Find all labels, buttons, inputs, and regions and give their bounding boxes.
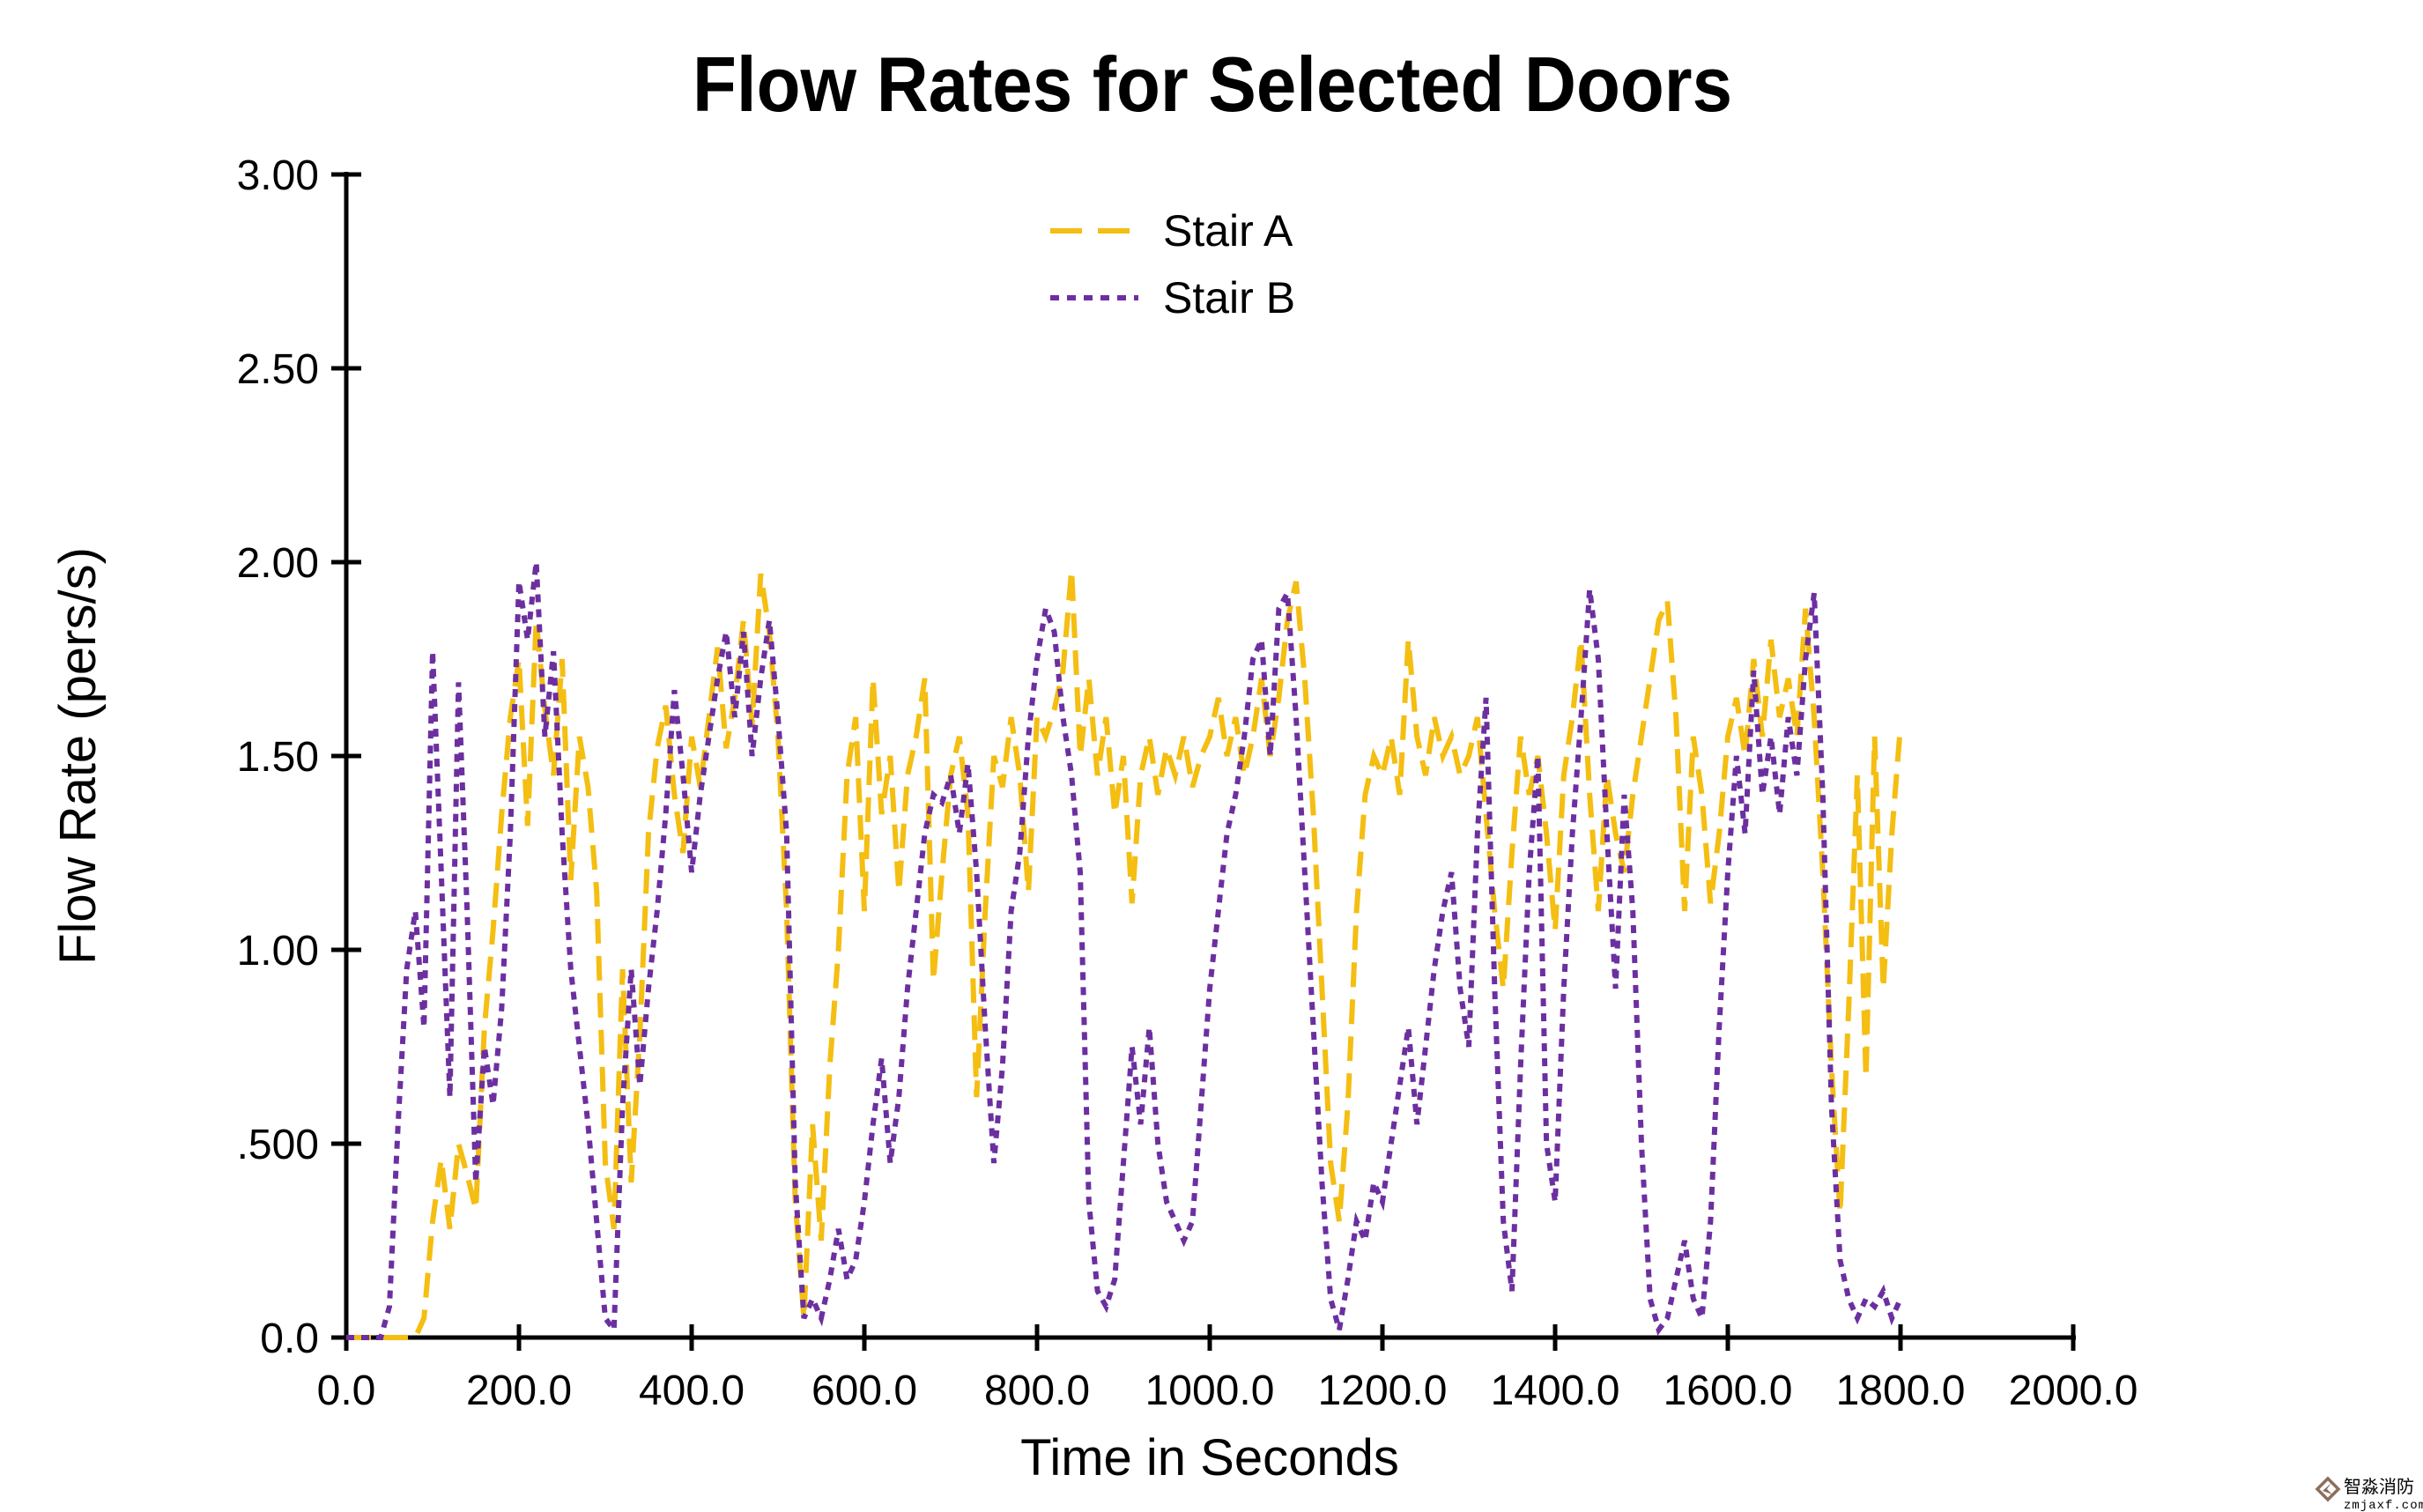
series-line-stair-a [346,569,1903,1340]
x-axis-tick-labels: 0.0 200.0 400.0 600.0 800.0 1000.0 1200.0 1400.… [317,1367,2138,1414]
x-tick-label: 600.0 [811,1367,917,1414]
legend: Stair A Stair B [1050,206,1295,322]
y-tick-label: 1.50 [237,734,319,781]
plot-series [346,561,1903,1340]
y-tick-label: 2.00 [237,540,319,587]
y-tick-label: .500 [237,1122,319,1168]
x-axis-ticks [344,1324,2076,1351]
watermark: 智淼消防 zmjaxf.com [2315,1476,2423,1512]
series-line-stair-b [346,561,1903,1340]
x-tick-label: 2000.0 [2009,1367,2138,1414]
legend-label-stair-a: Stair A [1163,206,1293,256]
x-tick-label: 200.0 [466,1367,572,1414]
y-tick-label: 1.00 [237,928,319,975]
watermark-url-text: zmjaxf.com [2344,1499,2423,1512]
x-axis-title: Time in Seconds [1020,1429,1399,1486]
x-tick-label: 1600.0 [1663,1367,1793,1414]
x-tick-label: 800.0 [984,1367,1090,1414]
x-tick-label: 1400.0 [1491,1367,1620,1414]
x-tick-label: 1000.0 [1145,1367,1275,1414]
watermark-brand-text: 智淼消防 [2344,1477,2414,1497]
y-tick-label: 2.50 [237,346,319,393]
x-tick-label: 400.0 [639,1367,745,1414]
legend-label-stair-b: Stair B [1163,273,1295,322]
y-tick-label: 3.00 [237,152,319,199]
y-axis-ticks [331,172,361,1340]
y-axis-tick-labels: 0.0 .500 1.00 1.50 2.00 2.50 3.00 [237,152,319,1362]
y-tick-label: 0.0 [260,1316,319,1362]
watermark-logo-icon [2315,1476,2341,1502]
y-axis-title: Flow Rate (pers/s) [49,547,107,965]
x-tick-label: 0.0 [317,1367,376,1414]
x-tick-label: 1200.0 [1318,1367,1448,1414]
chart-title: Flow Rates for Selected Doors [693,41,1732,128]
x-tick-label: 1800.0 [1836,1367,1966,1414]
